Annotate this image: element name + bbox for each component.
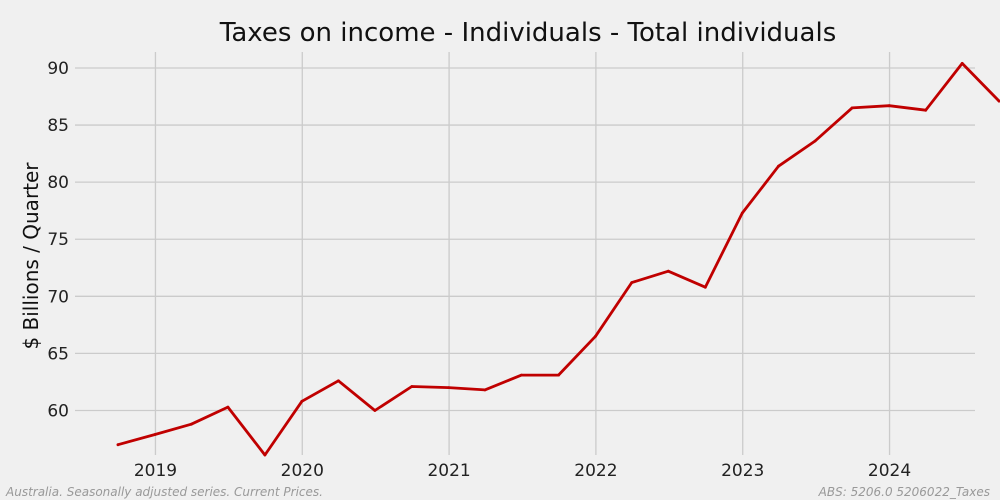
data-point xyxy=(960,62,964,65)
data-point xyxy=(300,399,304,403)
y-axis-label: $ Billions / Quarter xyxy=(19,162,43,350)
series-line xyxy=(116,62,1000,457)
x-tick-label: 2021 xyxy=(427,461,470,481)
y-tick-label: 90 xyxy=(47,59,69,79)
data-point xyxy=(153,433,157,436)
footnote-source-left: Australia. Seasonally adjusted series. C… xyxy=(5,485,323,499)
x-tick-label: 2024 xyxy=(868,461,911,481)
data-point xyxy=(740,211,744,215)
data-point xyxy=(777,164,780,168)
x-tick-label: 2022 xyxy=(574,461,617,481)
y-tick-label: 70 xyxy=(47,287,69,307)
data-point xyxy=(594,334,597,338)
grid xyxy=(75,52,975,455)
y-tick-label: 65 xyxy=(47,344,69,364)
data-point xyxy=(520,373,523,377)
data-point xyxy=(997,99,1000,103)
data-point xyxy=(263,453,267,457)
data-point xyxy=(557,373,560,377)
data-point xyxy=(813,139,817,143)
data-point xyxy=(703,285,707,289)
data-point xyxy=(666,269,670,273)
data-point xyxy=(447,386,451,389)
data-point xyxy=(630,281,634,284)
data-point xyxy=(189,422,193,426)
data-point xyxy=(924,108,928,112)
chart-title: Taxes on income - Individuals - Total in… xyxy=(219,18,836,48)
data-point xyxy=(483,388,487,392)
data-point xyxy=(373,409,377,412)
data-point xyxy=(116,443,120,447)
footnote-source-right: ABS: 5206.0 5206022_Taxes xyxy=(818,485,990,499)
data-point xyxy=(887,104,891,108)
y-tick-label: 60 xyxy=(47,401,69,421)
data-point xyxy=(226,405,230,409)
y-tick-label: 85 xyxy=(47,116,69,136)
data-point xyxy=(850,106,854,110)
data-point xyxy=(337,379,340,383)
y-tick-label: 80 xyxy=(47,173,69,193)
x-tick-label: 2023 xyxy=(721,461,764,481)
x-tick-label: 2019 xyxy=(134,461,177,481)
series-layer xyxy=(116,62,1000,457)
y-tick-label: 75 xyxy=(47,230,69,250)
x-tick-label: 2020 xyxy=(281,461,324,481)
axis-ticks: 60 65 70 75 80 85 90 2019 2020 2021 2022 2023 2024 xyxy=(47,59,911,481)
data-point xyxy=(410,385,414,388)
